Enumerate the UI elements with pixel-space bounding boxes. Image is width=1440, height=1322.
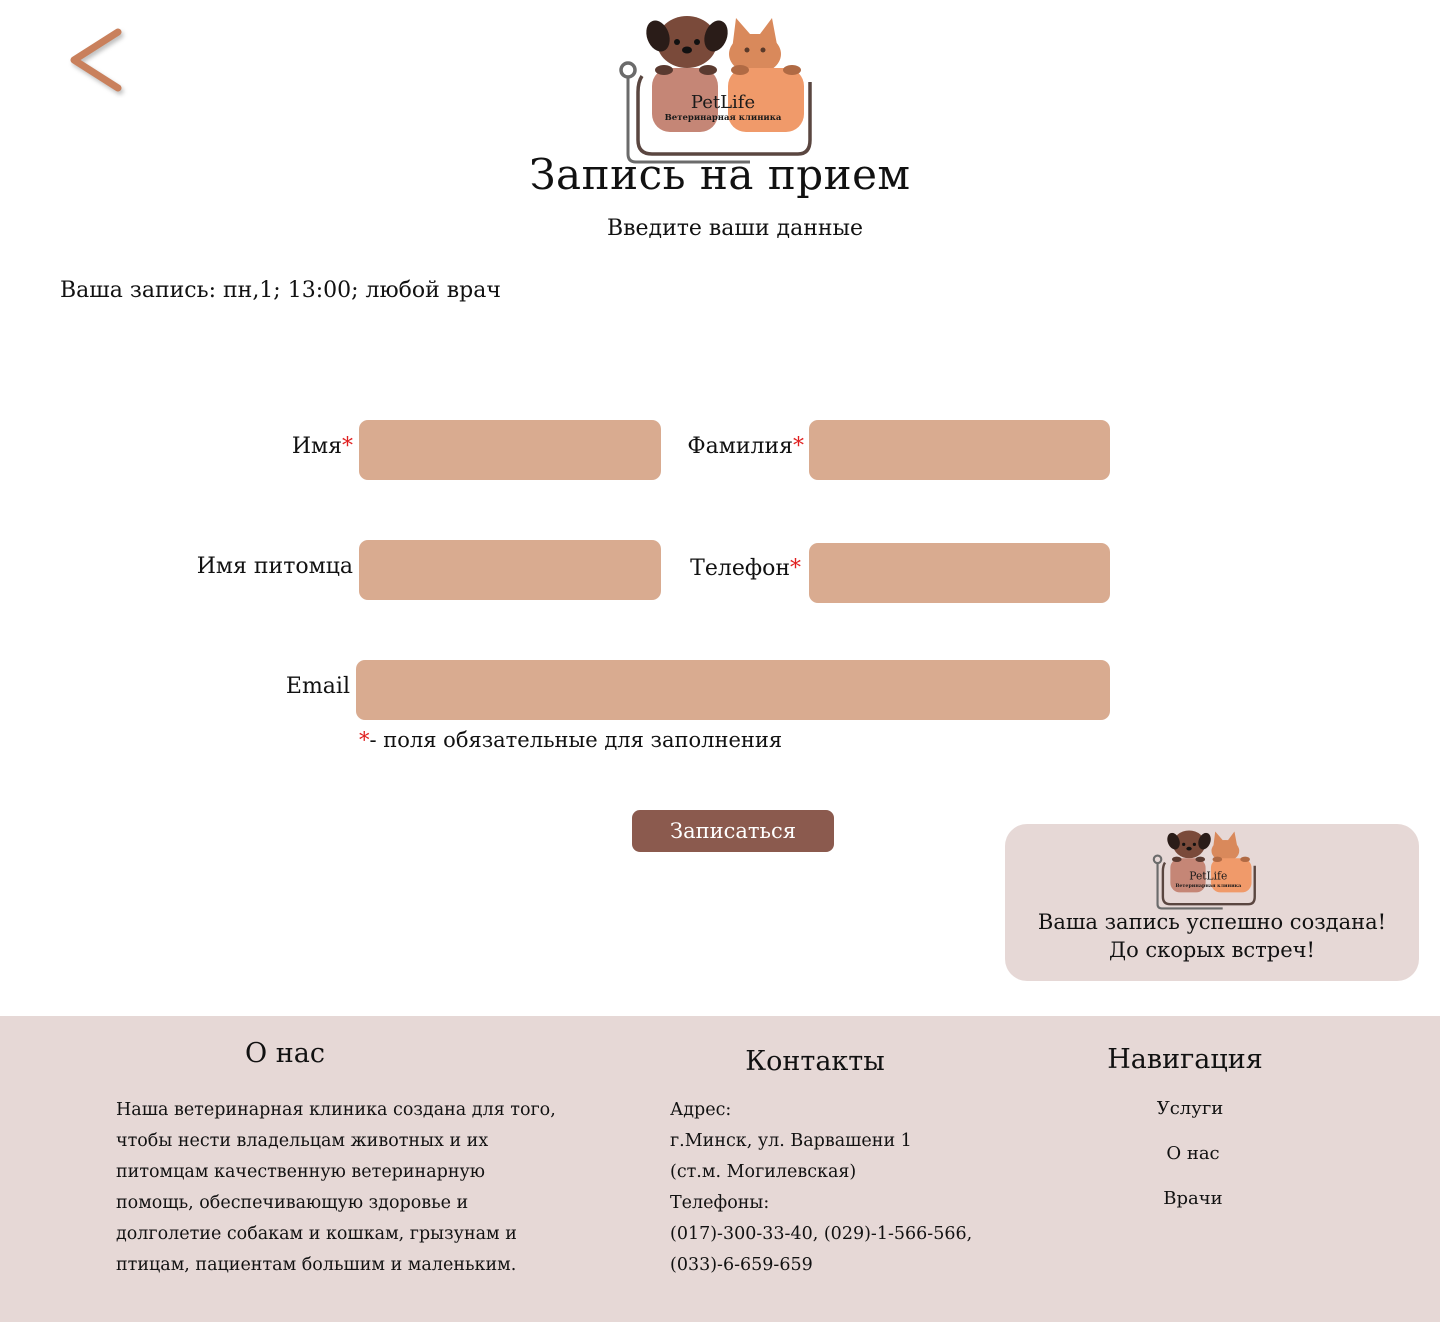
booking-summary: Ваша запись: пн,1; 13:00; любой врач <box>60 278 501 303</box>
toast-line-2: До скорых встреч! <box>1109 938 1315 962</box>
email-label: Email <box>285 674 350 699</box>
page-subtitle: Введите ваши данные <box>606 216 864 241</box>
svg-text:PetLife: PetLife <box>691 92 755 113</box>
footer: О нас Наша ветеринарная клиника создана … <box>0 1016 1440 1322</box>
last-name-input[interactable] <box>809 420 1110 480</box>
phone-input[interactable] <box>809 543 1110 603</box>
required-fields-note: *- поля обязательные для заполнения <box>359 728 783 752</box>
footer-about-title: О нас <box>245 1038 325 1069</box>
footer-nav-services[interactable]: Услуги <box>1156 1098 1224 1119</box>
svg-text:Ветеринарная клиника: Ветеринарная клиника <box>665 113 782 123</box>
submit-button[interactable]: Записаться <box>632 810 834 852</box>
svg-text:PetLife: PetLife <box>1189 870 1227 883</box>
footer-about-text: Наша ветеринарная клиника создана для то… <box>116 1100 556 1275</box>
petlife-logo-small: PetLife Ветеринарная клиника <box>1149 828 1259 912</box>
pet-name-input[interactable] <box>359 540 661 600</box>
petlife-logo: PetLife Ветеринарная клиника <box>612 12 818 168</box>
page-title: Запись на прием <box>529 150 911 199</box>
first-name-label: Имя* <box>291 434 353 459</box>
toast-message: Ваша запись успешно создана! До скорых в… <box>1005 908 1419 964</box>
toast-line-1: Ваша запись успешно создана! <box>1037 910 1387 934</box>
footer-contacts-text: Адрес: г.Минск, ул. Варвашени 1 (ст.м. М… <box>670 1100 973 1275</box>
last-name-label: Фамилия* <box>687 434 804 459</box>
back-button[interactable] <box>62 26 132 98</box>
footer-contacts-title: Контакты <box>745 1046 885 1077</box>
footer-nav-doctors[interactable]: Врачи <box>1163 1188 1223 1209</box>
footer-navigation-title: Навигация <box>1107 1044 1263 1075</box>
success-toast: PetLife Ветеринарная клиника Ваша запись… <box>1005 824 1419 981</box>
chevron-left-icon <box>70 28 122 92</box>
pet-name-label: Имя питомца <box>196 554 353 579</box>
email-input[interactable] <box>356 660 1110 720</box>
footer-nav-about[interactable]: О нас <box>1166 1143 1220 1164</box>
phone-label: Телефон* <box>690 556 801 581</box>
svg-text:Ветеринарная клиника: Ветеринарная клиника <box>1175 883 1241 889</box>
first-name-input[interactable] <box>359 420 661 480</box>
